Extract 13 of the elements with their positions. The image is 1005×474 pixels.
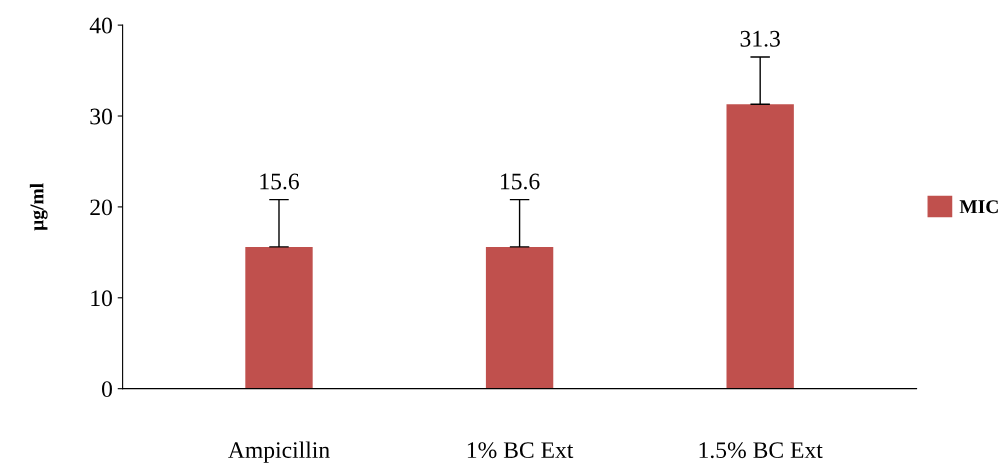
x-tick-label: 1.5% BC Ext (699, 442, 823, 459)
y-axis-title: µg/ml (29, 183, 48, 231)
y-tick-label: 40 (89, 17, 112, 34)
y-tick-label: 10 (91, 290, 112, 307)
y-tick-label: 20 (90, 199, 112, 216)
y-tick-label: 0 (101, 381, 112, 398)
x-tick-label: Ampicillin (228, 441, 330, 463)
data-label: 31.3 (740, 30, 780, 47)
x-tick-label: 1% BC Ext (467, 442, 574, 459)
data-label: 15.6 (501, 173, 540, 190)
y-tick-label: 30 (90, 108, 112, 125)
legend-label: MIC (959, 200, 998, 214)
data-label: 15.6 (260, 173, 299, 190)
